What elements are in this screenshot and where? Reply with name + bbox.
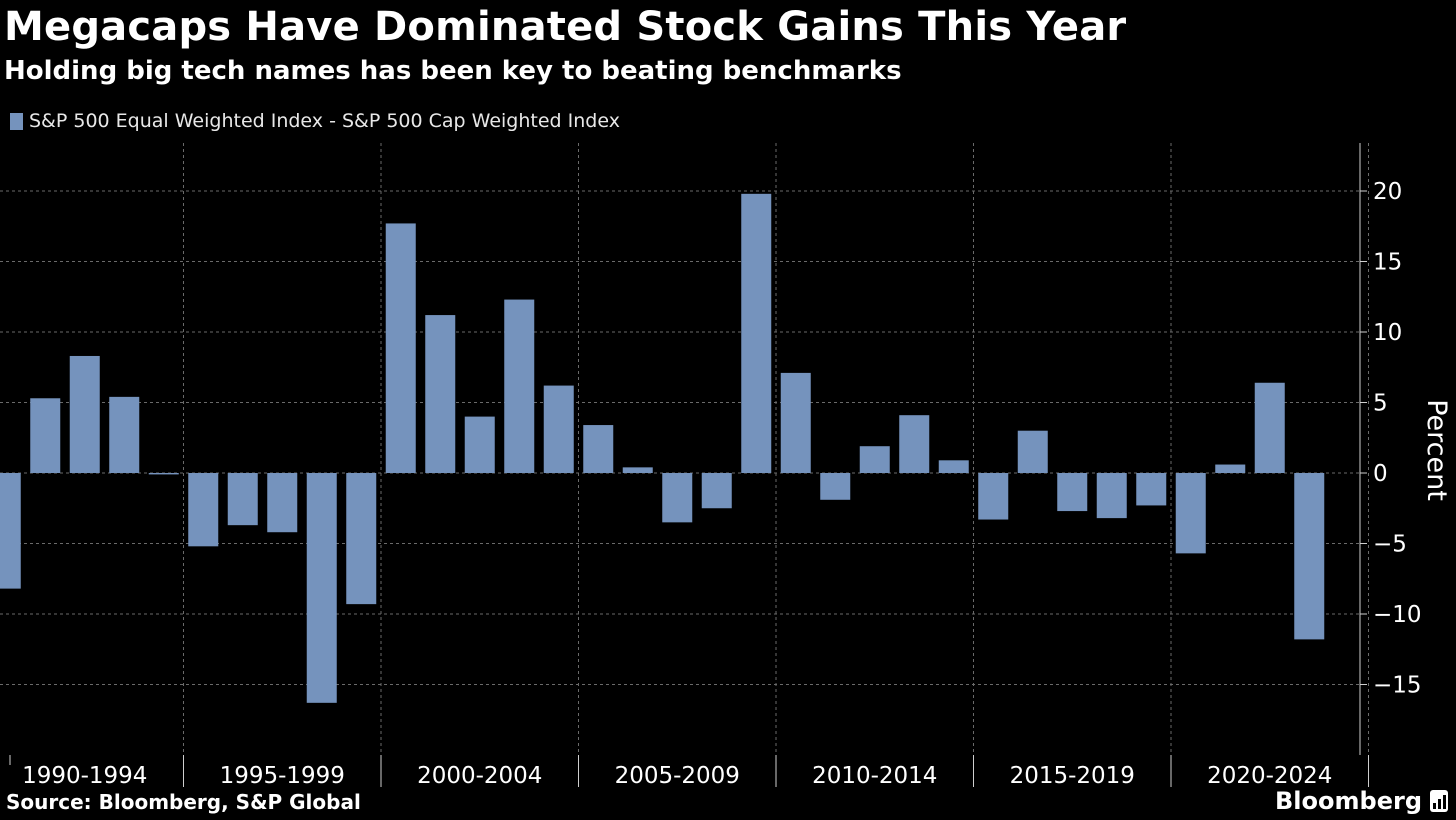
y-tick-label: −15 [1373, 673, 1422, 699]
y-tick-label: 0 [1373, 461, 1388, 487]
source-note: Source: Bloomberg, S&P Global [6, 790, 361, 814]
bar [741, 193, 772, 473]
bar [1175, 473, 1206, 554]
bars [0, 193, 1325, 703]
y-tick-label: −5 [1373, 532, 1407, 558]
bar [0, 473, 21, 589]
bar [425, 315, 456, 473]
bar [1057, 473, 1088, 512]
bar [306, 473, 337, 703]
bar [1096, 473, 1127, 519]
y-tick-label: 5 [1373, 391, 1388, 417]
bar [701, 473, 732, 509]
x-tick-label: 2010-2014 [812, 763, 937, 789]
y-axis-title: Percent [1421, 399, 1452, 501]
bar [859, 446, 890, 473]
bar [662, 473, 693, 523]
legend-label: S&P 500 Equal Weighted Index - S&P 500 C… [29, 110, 620, 132]
bar [1017, 430, 1048, 473]
bar [227, 473, 258, 526]
bar [1215, 464, 1246, 473]
bar [30, 398, 61, 473]
grid-lines [0, 143, 1369, 755]
y-tick-label: 15 [1373, 250, 1402, 276]
bar [109, 396, 140, 473]
bar [385, 223, 416, 473]
chart-title: Megacaps Have Dominated Stock Gains This… [4, 4, 1127, 50]
axes: 20 15 10 5 0 −5 −10 −15 1990-1994 1995-1999 2000-2… [9, 143, 1452, 789]
x-tick-label: 2015-2019 [1010, 763, 1135, 789]
bar [543, 385, 574, 473]
y-tick-label: −10 [1373, 602, 1422, 628]
x-tick-label: 2020-2024 [1207, 763, 1332, 789]
bar [148, 473, 179, 475]
brand-label: Bloomberg [1275, 787, 1422, 815]
bar [69, 355, 100, 473]
x-tick-label: 2000-2004 [417, 763, 542, 789]
bar-chart-icon [1430, 790, 1448, 812]
chart-subtitle: Holding big tech names has been key to b… [4, 56, 902, 86]
bar [346, 473, 377, 605]
bar [938, 460, 969, 473]
bar [1136, 473, 1167, 506]
y-tick-label: 20 [1373, 179, 1402, 205]
x-tick-label: 2005-2009 [615, 763, 740, 789]
x-tick-label: 1990-1994 [22, 763, 147, 789]
bar [622, 467, 653, 473]
bar [464, 416, 495, 473]
bar [820, 473, 851, 500]
bar [267, 473, 298, 533]
bar [978, 473, 1009, 520]
bar [504, 299, 535, 473]
x-tick-label: 1995-1999 [220, 763, 345, 789]
bar [1254, 382, 1285, 473]
y-tick-label: 10 [1373, 320, 1402, 346]
bar [188, 473, 219, 547]
legend: S&P 500 Equal Weighted Index - S&P 500 C… [10, 110, 620, 132]
legend-swatch [10, 112, 23, 130]
bar [780, 372, 811, 473]
bar [1294, 473, 1325, 640]
bar [899, 415, 930, 473]
bloomberg-logo: Bloomberg [1275, 787, 1448, 815]
bar [583, 425, 614, 473]
